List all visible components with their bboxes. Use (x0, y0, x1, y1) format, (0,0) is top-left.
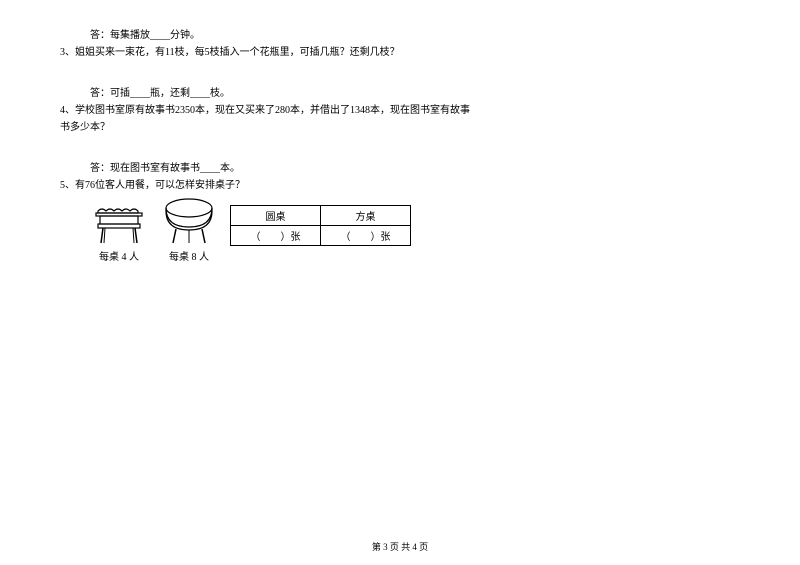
table-header-round: 圆桌 (231, 206, 321, 226)
round-table-icon (160, 197, 218, 245)
square-table-item: 每桌 4 人 (90, 203, 148, 263)
round-caption: 每桌 8 人 (169, 248, 209, 263)
page-footer: 第 3 页 共 4 页 (0, 540, 800, 553)
round-table-item: 每桌 8 人 (160, 197, 218, 263)
table-cell-round: （ ）张 (231, 226, 321, 246)
q5-text: 5、有76位客人用餐，可以怎样安排桌子？ (60, 178, 740, 193)
q3-answer: 答：可插____瓶，还剩____枝。 (60, 86, 740, 101)
table-cell-square: （ ）张 (321, 226, 411, 246)
q3-text: 3、姐姐买来一束花，有11枝，每5枝插入一个花瓶里，可插几瓶？还剩几枝？ (60, 45, 740, 60)
table-row: （ ）张 （ ）张 (231, 226, 411, 246)
q4-text: 4、学校图书室原有故事书2350本，现在又买来了280本，并借出了1348本，现… (60, 103, 740, 118)
q4-text-cont: 书多少本？ (60, 120, 740, 135)
table-row: 圆桌 方桌 (231, 206, 411, 226)
answer-table: 圆桌 方桌 （ ）张 （ ）张 (230, 205, 411, 246)
table-header-square: 方桌 (321, 206, 411, 226)
answer-table-wrap: 圆桌 方桌 （ ）张 （ ）张 (230, 205, 411, 263)
q5-layout: 每桌 4 人 每桌 8 人 圆桌 方桌 （ ）张 （ ）张 (60, 197, 740, 263)
q2-answer: 答：每集播放____分钟。 (60, 28, 740, 43)
square-table-icon (90, 203, 148, 245)
square-caption: 每桌 4 人 (99, 248, 139, 263)
q4-answer: 答：现在图书室有故事书____本。 (60, 161, 740, 176)
